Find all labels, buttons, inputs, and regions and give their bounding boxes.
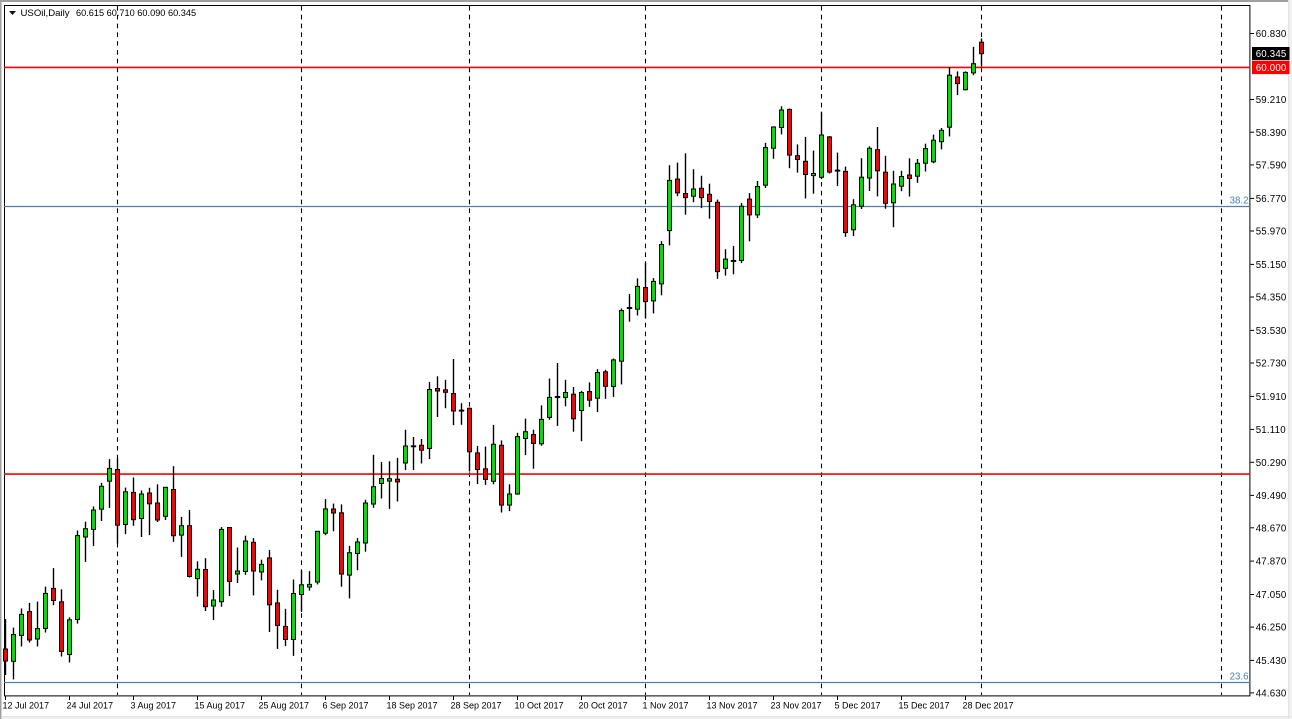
svg-text:20 Oct 2017: 20 Oct 2017 (579, 701, 628, 711)
svg-text:23.6: 23.6 (1230, 672, 1249, 683)
svg-text:47.870: 47.870 (1256, 557, 1287, 568)
svg-text:60.345: 60.345 (1256, 49, 1287, 60)
svg-text:58.390: 58.390 (1256, 128, 1287, 139)
svg-text:59.210: 59.210 (1256, 95, 1287, 106)
svg-text:57.590: 57.590 (1256, 161, 1287, 172)
svg-text:60.830: 60.830 (1256, 29, 1287, 40)
svg-text:USOil,Daily: USOil,Daily (21, 8, 70, 19)
svg-text:60.615 60.710 60.090 60.345: 60.615 60.710 60.090 60.345 (76, 8, 196, 18)
svg-text:25 Aug 2017: 25 Aug 2017 (259, 701, 310, 711)
svg-text:51.910: 51.910 (1256, 392, 1287, 403)
svg-text:13 Nov 2017: 13 Nov 2017 (707, 701, 758, 711)
svg-text:55.150: 55.150 (1256, 260, 1287, 271)
svg-text:52.730: 52.730 (1256, 359, 1287, 370)
svg-text:6 Sep 2017: 6 Sep 2017 (323, 701, 369, 711)
svg-text:12 Jul 2017: 12 Jul 2017 (3, 701, 50, 711)
svg-text:10 Oct 2017: 10 Oct 2017 (515, 701, 564, 711)
svg-text:55.970: 55.970 (1256, 227, 1287, 238)
svg-text:46.250: 46.250 (1256, 623, 1287, 634)
svg-text:60.000: 60.000 (1256, 63, 1287, 74)
svg-text:51.110: 51.110 (1256, 425, 1287, 436)
svg-text:45.430: 45.430 (1256, 656, 1287, 667)
svg-text:24 Jul 2017: 24 Jul 2017 (67, 701, 114, 711)
svg-text:23 Nov 2017: 23 Nov 2017 (771, 701, 822, 711)
svg-text:50.290: 50.290 (1256, 458, 1287, 469)
svg-text:54.350: 54.350 (1256, 293, 1287, 304)
svg-text:1 Nov 2017: 1 Nov 2017 (643, 701, 689, 711)
svg-text:5 Dec 2017: 5 Dec 2017 (835, 701, 881, 711)
svg-text:28 Dec 2017: 28 Dec 2017 (963, 701, 1014, 711)
svg-text:53.530: 53.530 (1256, 326, 1287, 337)
svg-text:18 Sep 2017: 18 Sep 2017 (387, 701, 438, 711)
svg-text:38.2: 38.2 (1230, 196, 1249, 207)
svg-text:28 Sep 2017: 28 Sep 2017 (451, 701, 502, 711)
svg-text:48.670: 48.670 (1256, 523, 1287, 534)
svg-text:49.490: 49.490 (1256, 491, 1287, 502)
svg-text:44.630: 44.630 (1256, 689, 1287, 700)
svg-text:47.050: 47.050 (1256, 590, 1287, 601)
svg-text:15 Dec 2017: 15 Dec 2017 (899, 701, 950, 711)
svg-text:56.770: 56.770 (1256, 194, 1287, 205)
svg-text:3 Aug 2017: 3 Aug 2017 (131, 701, 177, 711)
svg-text:15 Aug 2017: 15 Aug 2017 (195, 701, 246, 711)
